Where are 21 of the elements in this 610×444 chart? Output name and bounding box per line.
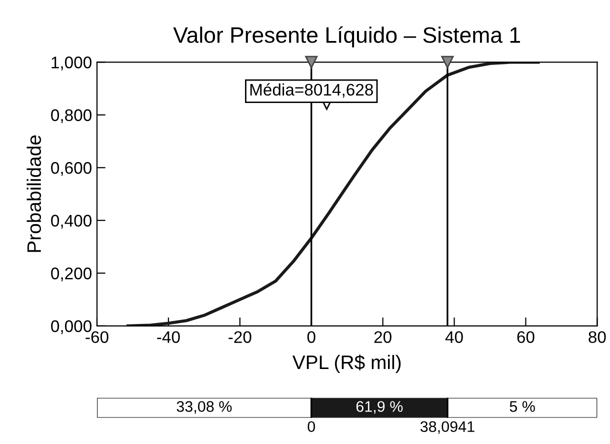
y-tick-label: 0,200 — [51, 268, 92, 282]
x-tick-label: -40 — [157, 331, 180, 343]
x-tick-label: 80 — [588, 331, 606, 343]
y-axis-title: Probabilidade — [26, 135, 42, 252]
y-tick-label: 1,000 — [52, 56, 92, 70]
x-tick-label: 40 — [445, 331, 463, 343]
text: 38,0941 — [420, 421, 474, 434]
text: 0 — [308, 421, 316, 432]
annotation: Média=8014,628 — [250, 83, 373, 98]
y-tick-label: 0,600 — [51, 162, 92, 176]
x-axis-title: VPL (R$ mil) — [292, 354, 401, 374]
text: 33,08 % — [176, 401, 232, 414]
x-tick-label: 20 — [374, 331, 392, 343]
chart-title: Valor Presente Líquido – Sistema 1 — [173, 26, 520, 48]
text: 5 % — [510, 401, 535, 412]
text: 61,9 % — [356, 401, 403, 414]
x-tick-label: -20 — [228, 331, 252, 343]
x-tick-label: 0 — [307, 331, 316, 343]
y-tick-label: 0,800 — [51, 109, 92, 124]
y-tick-label: 0,400 — [51, 214, 92, 229]
x-tick-label: 60 — [517, 331, 534, 343]
